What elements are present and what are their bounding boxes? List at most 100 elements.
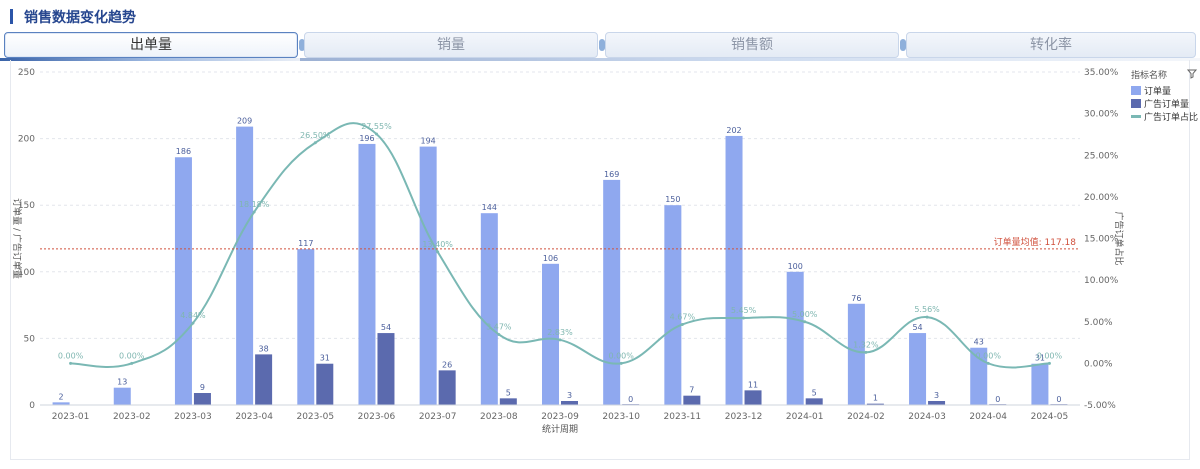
- y-tick-label: 200: [18, 135, 35, 145]
- chart-bars: [52, 126, 1068, 406]
- tab-sales-amount[interactable]: 销售额: [605, 32, 899, 58]
- ratio-point-label: 0.00%: [608, 351, 634, 360]
- bar-ad-orders[interactable]: [866, 403, 884, 405]
- bar-ad-orders[interactable]: [561, 401, 578, 405]
- bar-orders[interactable]: [236, 126, 254, 405]
- bar-orders[interactable]: [174, 157, 192, 405]
- ratio-point[interactable]: [191, 321, 195, 325]
- y2-tick-label: 20.00%: [1084, 193, 1119, 203]
- x-axis-title: 统计周期: [542, 423, 578, 435]
- ratio-point[interactable]: [130, 361, 134, 365]
- tab-conversion-rate[interactable]: 转化率: [906, 32, 1196, 58]
- bar-orders[interactable]: [786, 271, 804, 405]
- x-tick-label: 2023-12: [725, 412, 763, 422]
- bar-ad-orders[interactable]: [438, 370, 456, 405]
- ratio-line[interactable]: [70, 122, 1050, 369]
- y-tick-label: 250: [18, 68, 35, 78]
- ratio-point[interactable]: [619, 361, 623, 365]
- bar-ad-orders[interactable]: [193, 393, 211, 405]
- ratio-point[interactable]: [1047, 361, 1051, 365]
- bar-ad-orders-label: 3: [934, 391, 939, 400]
- ratio-point[interactable]: [925, 315, 929, 319]
- bar-orders[interactable]: [419, 146, 437, 406]
- bar-orders[interactable]: [909, 333, 927, 405]
- bar-ad-orders-label: 0: [1056, 395, 1061, 404]
- bar-ad-orders-label: 3: [567, 391, 572, 400]
- y2-tick-label: 5.00%: [1084, 318, 1113, 328]
- bar-orders[interactable]: [664, 205, 682, 405]
- ratio-point[interactable]: [436, 250, 440, 254]
- section-header: 销售数据变化趋势: [0, 0, 1200, 30]
- metric-tabs: 出单量 销量 销售额 转化率: [0, 30, 1200, 61]
- x-tick-label: 2023-09: [541, 412, 579, 422]
- chart-axes: 050100150200250-5.00%0.00%5.00%10.00%15.…: [11, 68, 1125, 435]
- ratio-point[interactable]: [864, 350, 868, 354]
- ratio-point[interactable]: [252, 210, 256, 214]
- legend-swatch[interactable]: [1131, 115, 1141, 118]
- x-tick-label: 2024-01: [786, 412, 824, 422]
- bar-ad-orders[interactable]: [928, 401, 946, 405]
- ratio-point[interactable]: [803, 320, 807, 324]
- filter-icon[interactable]: [1186, 69, 1198, 79]
- ratio-point-label: 0.00%: [976, 351, 1002, 360]
- y2-tick-label: 30.00%: [1084, 110, 1119, 120]
- y-tick-label: 100: [18, 268, 35, 278]
- legend-item-label[interactable]: 广告订单占比: [1144, 111, 1198, 123]
- ratio-point[interactable]: [986, 361, 990, 365]
- ratio-point[interactable]: [374, 132, 378, 136]
- bar-orders-label: 54: [912, 323, 922, 332]
- ratio-point-label: 4.67%: [670, 312, 696, 321]
- bar-orders[interactable]: [113, 387, 131, 405]
- legend-item-label[interactable]: 订单量: [1144, 85, 1171, 97]
- bar-orders-label: 13: [117, 378, 127, 387]
- legend-swatch[interactable]: [1131, 86, 1141, 95]
- bar-orders-label: 31: [1035, 354, 1045, 363]
- bar-orders-label: 144: [482, 203, 497, 212]
- ratio-point[interactable]: [558, 338, 562, 342]
- ratio-point-label: 0.00%: [58, 351, 84, 360]
- bar-orders[interactable]: [480, 213, 498, 405]
- bar-orders[interactable]: [1031, 363, 1049, 405]
- bar-orders-label: 209: [237, 117, 252, 126]
- bar-ad-orders[interactable]: [499, 398, 517, 405]
- bar-orders[interactable]: [847, 303, 865, 405]
- ratio-point-label: 26.50%: [300, 131, 331, 140]
- ratio-point-label: 3.47%: [486, 322, 512, 331]
- bar-orders[interactable]: [603, 179, 621, 405]
- bar-ad-orders[interactable]: [683, 395, 701, 405]
- legend-item-label[interactable]: 广告订单量: [1144, 98, 1189, 110]
- ratio-point[interactable]: [69, 361, 73, 365]
- ratio-point[interactable]: [742, 316, 746, 320]
- ratio-point-label: 18.18%: [239, 200, 270, 209]
- y2-tick-label: 0.00%: [1084, 359, 1113, 369]
- bar-orders[interactable]: [52, 402, 70, 405]
- x-tick-label: 2023-10: [602, 412, 640, 422]
- y2-tick-label: 25.00%: [1084, 151, 1119, 161]
- bar-ad-orders[interactable]: [377, 333, 395, 405]
- bar-orders[interactable]: [297, 249, 315, 405]
- ratio-point[interactable]: [313, 141, 317, 145]
- tab-sales-volume[interactable]: 销量: [304, 32, 598, 58]
- bar-orders-label: 2: [59, 392, 64, 401]
- ratio-point-label: 4.84%: [180, 311, 206, 320]
- bar-orders-label: 194: [421, 137, 436, 146]
- bar-orders-label: 169: [604, 170, 619, 179]
- tab-orders[interactable]: 出单量: [4, 32, 298, 58]
- ratio-point[interactable]: [497, 332, 501, 336]
- x-tick-label: 2023-08: [480, 412, 518, 422]
- bar-orders[interactable]: [725, 135, 743, 405]
- bar-ad-orders[interactable]: [316, 363, 334, 405]
- bar-ad-orders[interactable]: [255, 354, 273, 405]
- y2-tick-label: 15.00%: [1084, 235, 1119, 245]
- legend-swatch[interactable]: [1131, 99, 1141, 108]
- tab-separator-icon: [900, 39, 906, 51]
- bar-orders-label: 186: [176, 147, 191, 156]
- bar-ad-orders[interactable]: [744, 390, 762, 405]
- bar-orders[interactable]: [358, 143, 376, 406]
- y-tick-label: 150: [18, 201, 35, 211]
- bar-ad-orders[interactable]: [805, 398, 823, 405]
- bar-ad-orders-label: 5: [506, 388, 511, 397]
- bar-orders[interactable]: [542, 263, 559, 405]
- ratio-point-label: 27.55%: [361, 122, 392, 131]
- ratio-point[interactable]: [680, 322, 684, 326]
